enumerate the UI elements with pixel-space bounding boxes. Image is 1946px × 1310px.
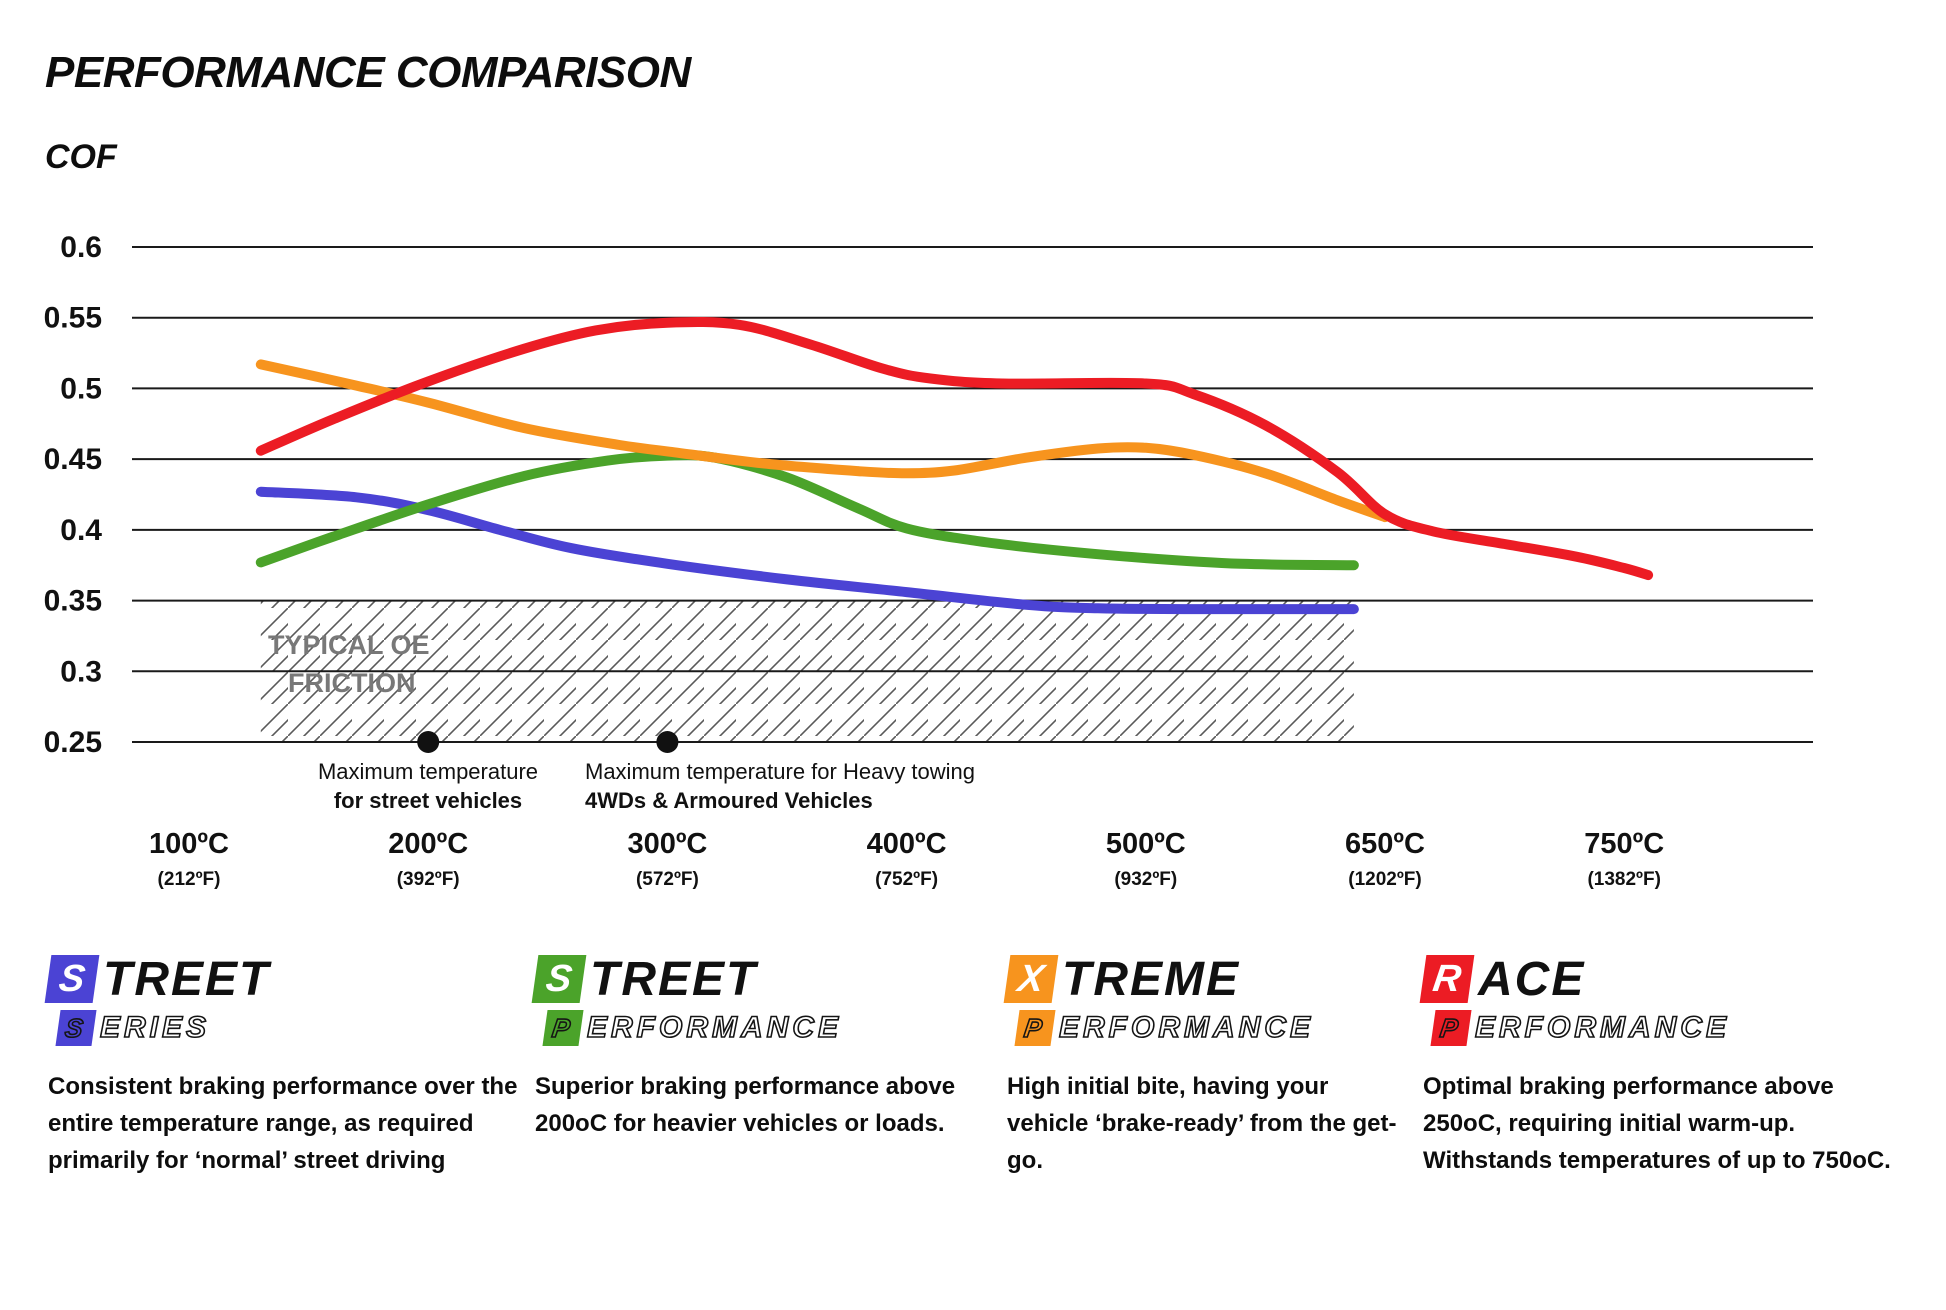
xtreme-performance-logo: X TREME P ERFORMANCE	[1003, 952, 1402, 1048]
logo-initial-box: R	[1419, 955, 1475, 1003]
logo-word-rest: TREET	[590, 952, 758, 1006]
oe-label-line2: FRICTION	[288, 668, 416, 698]
logo-word-rest: TREME	[1062, 952, 1240, 1006]
logo-initial-box: S	[44, 955, 100, 1003]
logo-word-rest: ERFORMANCE	[1474, 1010, 1730, 1045]
logo-word-rest: ERIES	[99, 1010, 211, 1045]
legend-race-performance: R ACE P ERFORMANCE Optimal braking perform…	[1419, 952, 1903, 1179]
street-series-logo: S TREET S ERIES	[44, 952, 518, 1048]
typical-oe-friction-label: TYPICAL OE FRICTION	[268, 626, 430, 702]
x-tick-sublabel: (932ºF)	[1114, 869, 1177, 890]
y-axis-title: COF	[45, 138, 117, 176]
logo-word-2: P ERFORMANCE	[1430, 1008, 1903, 1048]
legend-xtreme-performance: X TREME P ERFORMANCE High initial bite, ha…	[1003, 952, 1402, 1179]
annotation-dot	[417, 731, 440, 753]
y-tick-label: 0.4	[60, 514, 102, 547]
annotation-line-bold: 4WDs & Armoured Vehicles	[585, 788, 873, 813]
x-tick-sublabel: (212ºF)	[158, 869, 221, 890]
x-tick-label: 400ºC	[867, 828, 947, 860]
y-tick-label: 0.35	[44, 585, 102, 618]
logo-word-rest: ERFORMANCE	[1058, 1010, 1314, 1045]
page-title: PERFORMANCE COMPARISON	[45, 48, 691, 97]
logo-word-1: S TREET	[44, 952, 518, 1006]
series-line-race-performance	[255, 316, 1654, 581]
legend-street-performance: S TREET P ERFORMANCE Superior braking perf…	[531, 952, 990, 1142]
logo-word-rest: TREET	[103, 952, 271, 1006]
logo-word-1: S TREET	[531, 952, 990, 1006]
x-tick-label: 100ºC	[149, 828, 229, 860]
annotation-max-temp-street: Maximum temperature for street vehicles	[258, 757, 598, 815]
legend-description: Superior braking performance above 200oC…	[535, 1073, 956, 1137]
logo-word-1: X TREME	[1003, 952, 1402, 1006]
y-tick-label: 0.6	[60, 231, 102, 264]
legend-street-series: S TREET S ERIES Consistent braking perform…	[44, 952, 518, 1179]
x-tick-label: 200ºC	[388, 828, 468, 860]
logo-initial-box: S	[55, 1010, 97, 1046]
cof-performance-chart: 0.6 0.55 0.5 0.45 0.4 0.35 0.3 0.25 100ºC (212ºF)…	[44, 231, 1813, 890]
legend-description: Optimal braking performance above 250oC,…	[1423, 1073, 1891, 1174]
y-tick-label: 0.5	[60, 372, 102, 405]
oe-label-line1: TYPICAL OE	[268, 630, 430, 660]
x-tick-sublabel: (752ºF)	[875, 869, 938, 890]
annotation-line: Maximum temperature for Heavy towing	[585, 759, 976, 784]
y-tick-label: 0.55	[44, 302, 102, 335]
logo-initial-box: S	[531, 955, 587, 1003]
series-line-xtreme-performance	[255, 359, 1390, 523]
x-tick-label: 500ºC	[1106, 828, 1186, 860]
race-performance-logo: R ACE P ERFORMANCE	[1419, 952, 1903, 1048]
x-tick-sublabel: (1202ºF)	[1348, 869, 1421, 890]
annotation-line-bold: for street vehicles	[333, 788, 523, 813]
street-performance-logo: S TREET P ERFORMANCE	[531, 952, 990, 1048]
logo-initial-box: X	[1003, 955, 1059, 1003]
legend-section: S TREET S ERIES Consistent braking perform…	[0, 952, 1946, 1302]
logo-word-rest: ACE	[1478, 952, 1586, 1006]
logo-initial-box: P	[1430, 1010, 1472, 1046]
y-tick-label: 0.45	[44, 443, 102, 476]
x-tick-sublabel: (392ºF)	[397, 869, 460, 890]
logo-word-2: P ERFORMANCE	[542, 1008, 990, 1048]
x-tick-label: 750ºC	[1584, 828, 1664, 860]
annotation-line: Maximum temperature	[317, 759, 539, 784]
x-tick-label: 650ºC	[1345, 828, 1425, 860]
annotation-max-temp-heavy: Maximum temperature for Heavy towing 4WD…	[585, 757, 1085, 815]
series-line-street-series	[255, 486, 1359, 615]
logo-initial-box: P	[1014, 1010, 1056, 1046]
logo-word-rest: ERFORMANCE	[586, 1010, 842, 1045]
series-line-street-performance	[255, 450, 1359, 571]
annotation-dot	[656, 731, 679, 753]
logo-word-2: P ERFORMANCE	[1014, 1008, 1402, 1048]
x-tick-sublabel: (1382ºF)	[1587, 869, 1660, 890]
y-tick-label: 0.25	[44, 726, 102, 759]
chart-canvas: 0.6 0.55 0.5 0.45 0.4 0.35 0.3 0.25 100ºC (212ºF)…	[44, 231, 1813, 890]
legend-description: Consistent braking performance over the …	[48, 1073, 518, 1174]
y-tick-label: 0.3	[60, 655, 102, 688]
logo-word-1: R ACE	[1419, 952, 1903, 1006]
legend-description: High initial bite, having your vehicle ‘…	[1007, 1073, 1397, 1174]
logo-initial-box: P	[542, 1010, 584, 1046]
logo-word-2: S ERIES	[55, 1008, 518, 1048]
x-tick-label: 300ºC	[627, 828, 707, 860]
x-tick-sublabel: (572ºF)	[636, 869, 699, 890]
